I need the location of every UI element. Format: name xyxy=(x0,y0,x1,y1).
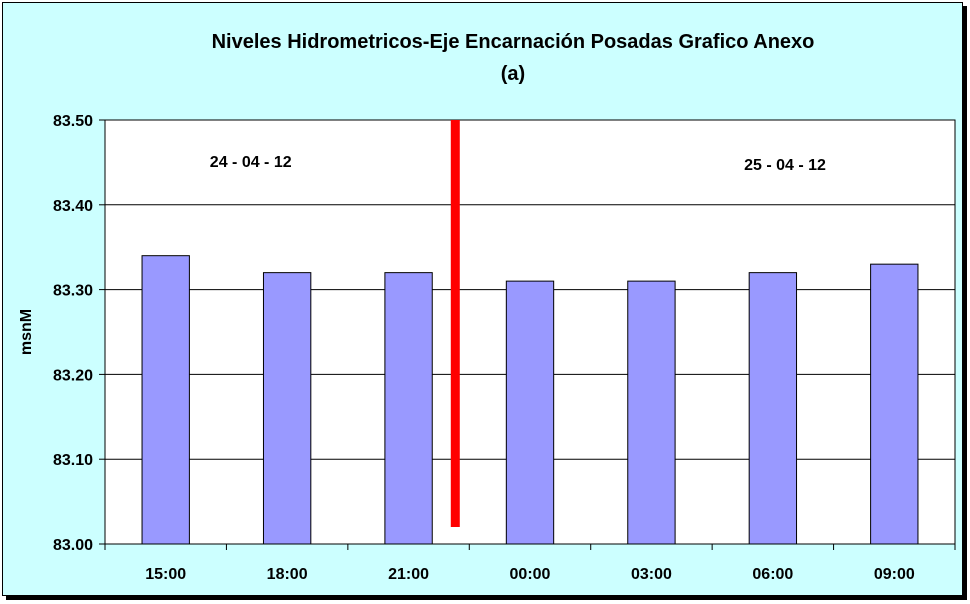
y-tick-label: 83.20 xyxy=(53,367,93,384)
x-tick-label: 03:00 xyxy=(631,566,672,583)
x-tick-label: 18:00 xyxy=(267,566,308,583)
x-tick-label: 06:00 xyxy=(752,566,793,583)
y-tick-label: 83.40 xyxy=(53,198,93,215)
x-tick-label: 09:00 xyxy=(874,566,915,583)
bar xyxy=(627,280,676,545)
bar xyxy=(748,272,798,545)
x-tick-label: 00:00 xyxy=(510,566,551,583)
bar xyxy=(384,272,433,545)
x-tick-label: 21:00 xyxy=(388,566,429,583)
bar xyxy=(141,255,190,545)
y-tick-label: 83.10 xyxy=(53,452,93,469)
date-annotation: 24 - 04 - 12 xyxy=(210,154,292,171)
x-tick-label: 15:00 xyxy=(145,566,186,583)
y-tick-label: 83.50 xyxy=(53,113,93,130)
date-annotation: 25 - 04 - 12 xyxy=(744,157,826,174)
y-axis-label: msnM xyxy=(18,309,35,355)
chart-title: Niveles Hidrometricos-Eje Encarnación Po… xyxy=(212,31,815,53)
bar xyxy=(870,263,919,545)
y-tick-label: 83.30 xyxy=(53,283,93,300)
bar xyxy=(505,280,555,545)
y-tick-label: 83.00 xyxy=(53,537,93,554)
chart-subtitle: (a) xyxy=(501,63,525,85)
bar xyxy=(262,272,312,545)
